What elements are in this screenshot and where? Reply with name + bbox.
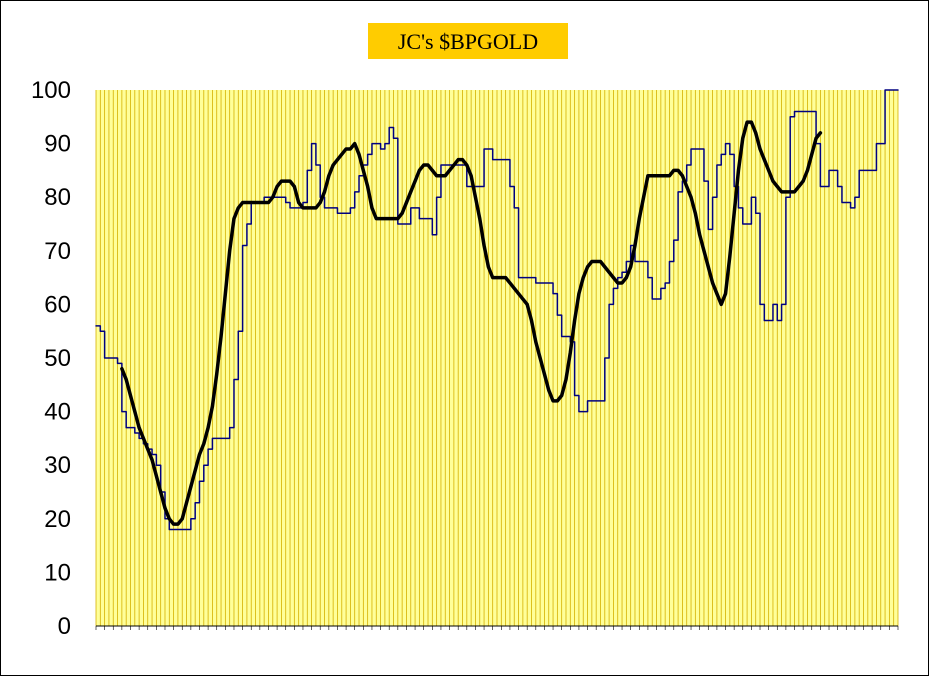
y-tick-label: 100	[31, 77, 71, 104]
y-tick-label: 20	[44, 506, 71, 533]
series-line-smoothed	[120, 120, 823, 526]
y-tick-label: 40	[44, 399, 71, 426]
x-axis-ticks	[95, 626, 899, 630]
series-line-raw	[95, 89, 899, 531]
series-layer	[95, 89, 899, 531]
chart-title-box	[368, 23, 568, 59]
y-tick-label: 90	[44, 131, 71, 158]
y-axis-ticks: 0 10 20 30 40 50 60 70 80 90 100	[31, 77, 71, 640]
y-tick-label: 80	[44, 184, 71, 211]
vertical-gridlines	[95, 90, 899, 626]
y-tick-label: 30	[44, 452, 71, 479]
y-tick-label: 50	[44, 345, 71, 372]
chart-title: JC's $BPGOLD	[398, 29, 538, 54]
y-tick-label: 10	[44, 559, 71, 586]
y-tick-label: 0	[58, 613, 71, 640]
y-tick-label: 70	[44, 238, 71, 265]
y-tick-label: 60	[44, 291, 71, 318]
